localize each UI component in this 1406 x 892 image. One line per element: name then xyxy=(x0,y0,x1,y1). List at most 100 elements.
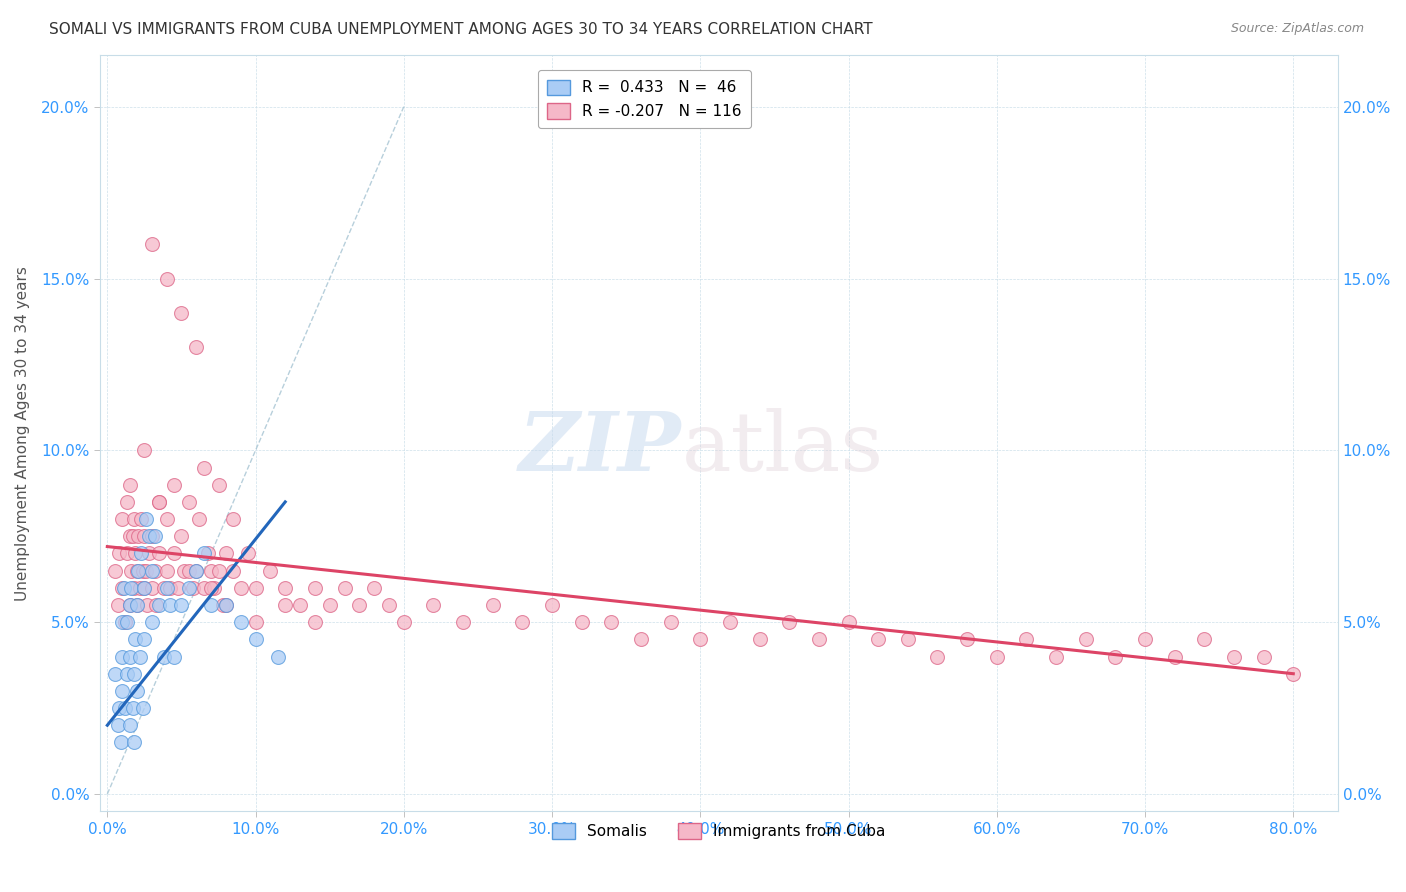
Point xyxy=(229,581,252,595)
Point xyxy=(451,615,474,630)
Point xyxy=(1104,649,1126,664)
Text: ZIP: ZIP xyxy=(519,409,682,488)
Point xyxy=(152,649,174,664)
Point xyxy=(118,477,141,491)
Point xyxy=(1045,649,1067,664)
Point xyxy=(659,615,682,630)
Point xyxy=(134,529,156,543)
Point xyxy=(138,529,160,543)
Point xyxy=(193,546,215,560)
Point xyxy=(111,615,134,630)
Point xyxy=(127,529,149,543)
Point xyxy=(121,529,143,543)
Point xyxy=(177,581,200,595)
Point xyxy=(141,529,163,543)
Point xyxy=(138,546,160,560)
Point xyxy=(143,564,166,578)
Point xyxy=(111,684,134,698)
Point xyxy=(212,598,235,612)
Point xyxy=(152,581,174,595)
Text: Source: ZipAtlas.com: Source: ZipAtlas.com xyxy=(1230,22,1364,36)
Point xyxy=(122,512,145,526)
Point xyxy=(163,546,186,560)
Point xyxy=(897,632,920,647)
Point xyxy=(132,564,155,578)
Point xyxy=(349,598,371,612)
Point xyxy=(222,512,245,526)
Point xyxy=(215,598,238,612)
Point xyxy=(215,598,238,612)
Point xyxy=(118,718,141,732)
Point xyxy=(148,495,170,509)
Point xyxy=(125,598,148,612)
Legend: Somalis, Immigrants from Cuba: Somalis, Immigrants from Cuba xyxy=(546,817,891,845)
Point xyxy=(125,598,148,612)
Point xyxy=(104,666,127,681)
Point xyxy=(689,632,711,647)
Point xyxy=(127,564,149,578)
Point xyxy=(134,581,156,595)
Point xyxy=(200,581,222,595)
Point xyxy=(118,649,141,664)
Point xyxy=(104,564,127,578)
Point xyxy=(1015,632,1038,647)
Point xyxy=(259,564,281,578)
Point xyxy=(207,564,229,578)
Point xyxy=(141,237,163,252)
Point xyxy=(1194,632,1216,647)
Point xyxy=(186,564,208,578)
Point xyxy=(143,529,166,543)
Point xyxy=(956,632,979,647)
Point xyxy=(107,718,129,732)
Point xyxy=(108,546,131,560)
Point xyxy=(1253,649,1275,664)
Point xyxy=(134,581,156,595)
Text: atlas: atlas xyxy=(682,409,884,488)
Point xyxy=(121,701,143,715)
Point xyxy=(110,735,132,749)
Point xyxy=(422,598,444,612)
Point xyxy=(156,581,179,595)
Point xyxy=(807,632,830,647)
Point xyxy=(304,615,326,630)
Point xyxy=(200,564,222,578)
Point xyxy=(170,306,193,320)
Y-axis label: Unemployment Among Ages 30 to 34 years: Unemployment Among Ages 30 to 34 years xyxy=(15,266,30,600)
Point xyxy=(229,615,252,630)
Point xyxy=(202,581,225,595)
Point xyxy=(541,598,564,612)
Text: SOMALI VS IMMIGRANTS FROM CUBA UNEMPLOYMENT AMONG AGES 30 TO 34 YEARS CORRELATIO: SOMALI VS IMMIGRANTS FROM CUBA UNEMPLOYM… xyxy=(49,22,873,37)
Point xyxy=(129,649,152,664)
Point xyxy=(122,666,145,681)
Point xyxy=(318,598,340,612)
Point xyxy=(222,564,245,578)
Point xyxy=(200,598,222,612)
Point xyxy=(107,598,129,612)
Point xyxy=(188,512,211,526)
Point xyxy=(274,598,297,612)
Point xyxy=(118,598,141,612)
Point xyxy=(186,564,208,578)
Point xyxy=(134,632,156,647)
Point xyxy=(1163,649,1185,664)
Point xyxy=(481,598,503,612)
Point xyxy=(112,581,135,595)
Point xyxy=(120,581,142,595)
Point xyxy=(392,615,415,630)
Point xyxy=(141,564,163,578)
Point xyxy=(748,632,770,647)
Point xyxy=(145,598,167,612)
Point xyxy=(288,598,311,612)
Point xyxy=(630,632,652,647)
Point xyxy=(132,701,155,715)
Point xyxy=(115,546,138,560)
Point xyxy=(125,564,148,578)
Point xyxy=(114,615,136,630)
Point xyxy=(245,615,267,630)
Point xyxy=(159,598,181,612)
Point xyxy=(363,581,385,595)
Point xyxy=(600,615,623,630)
Point xyxy=(186,340,208,354)
Point xyxy=(207,477,229,491)
Point xyxy=(148,598,170,612)
